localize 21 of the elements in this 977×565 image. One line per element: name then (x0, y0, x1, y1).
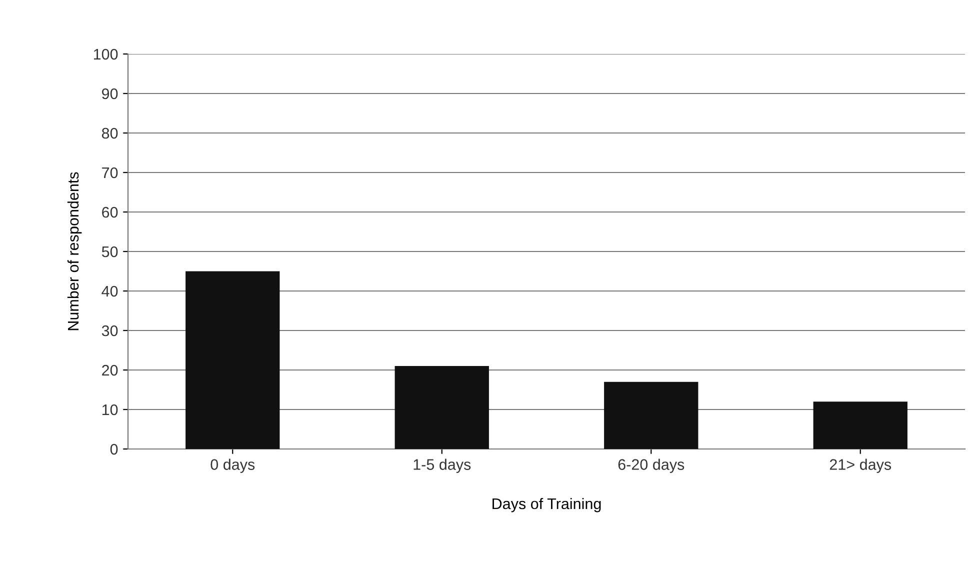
y-tick-label: 60 (102, 206, 118, 218)
y-axis-title: Number of respondents (67, 172, 82, 330)
y-tick-label: 70 (102, 167, 118, 178)
bar (604, 382, 698, 449)
y-tick-label: 50 (102, 246, 118, 258)
x-axis-title: Days of Training (492, 498, 601, 512)
y-tick-label: 20 (102, 364, 118, 376)
bar (186, 271, 280, 449)
bar (394, 366, 489, 449)
y-tick-label: 80 (102, 128, 118, 139)
x-tick-label: 21> days (830, 458, 892, 473)
y-tick-label: 90 (102, 88, 118, 100)
x-tick-label: 6-20 days (618, 458, 684, 473)
x-tick-label: 0 days (210, 458, 255, 473)
bar (813, 402, 908, 449)
x-tick-label: 1-5 days (414, 458, 471, 473)
y-tick-label: 30 (102, 325, 118, 336)
y-tick-label: 10 (102, 404, 118, 416)
y-tick-label: 100 (94, 48, 118, 60)
y-tick-label: 0 (110, 444, 118, 455)
y-tick-label: 40 (102, 286, 118, 297)
